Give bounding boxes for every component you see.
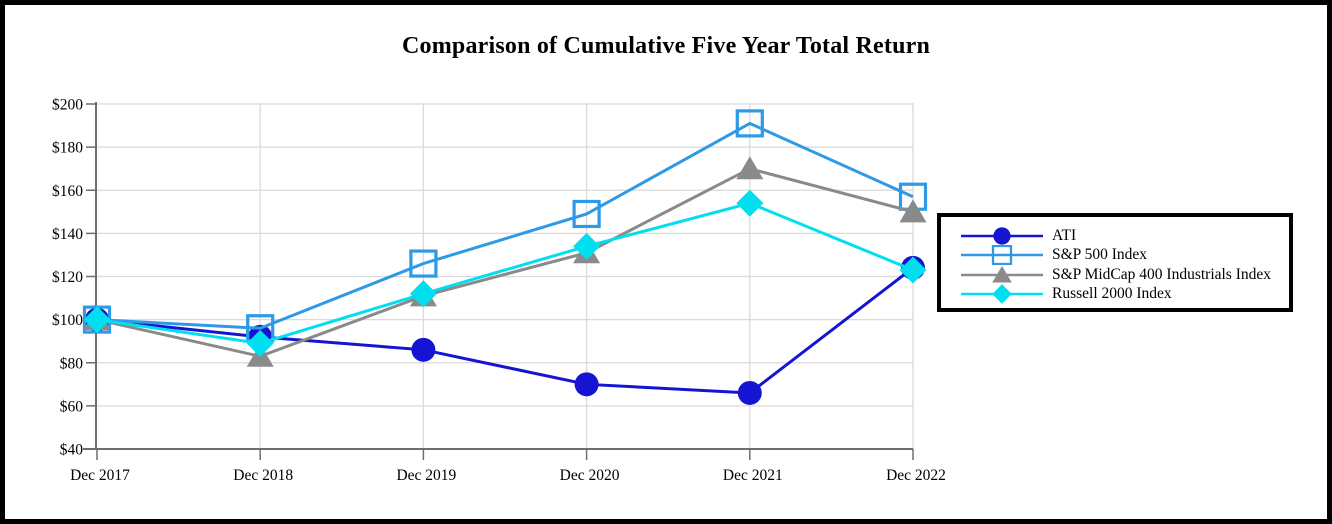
legend-item-ati: ATI (959, 226, 1289, 246)
legend: ATI S&P 500 Index S&P MidCap 400 Industr… (937, 213, 1293, 312)
data-point-marker (409, 249, 438, 278)
y-tick-label: $80 (60, 355, 84, 372)
data-point-marker (574, 372, 599, 397)
x-tick-label: Dec 2018 (233, 467, 293, 484)
legend-item-midcap: S&P MidCap 400 Industrials Index (959, 265, 1289, 285)
data-point-marker (411, 337, 436, 362)
data-point-marker (899, 199, 927, 223)
x-tick-label: Dec 2020 (560, 467, 620, 484)
series-line (96, 167, 914, 358)
y-tick-label: $60 (60, 398, 84, 415)
legend-item-sp500: S&P 500 Index (959, 245, 1289, 266)
x-tick-label: Dec 2019 (396, 467, 456, 484)
x-tick-label: Dec 2022 (886, 467, 946, 484)
legend-marker (992, 265, 1012, 283)
y-tick-label: $120 (52, 269, 83, 286)
y-tick-label: $180 (52, 140, 83, 157)
y-tick-label: $100 (52, 312, 83, 329)
data-point-marker (736, 156, 764, 180)
legend-label-ati: ATI (1052, 226, 1077, 244)
series-line (96, 201, 914, 345)
legend-label-midcap: S&P MidCap 400 Industrials Index (1052, 265, 1272, 283)
data-point-marker (573, 232, 601, 260)
data-point-marker (83, 306, 111, 334)
legend-label-sp500: S&P 500 Index (1052, 246, 1148, 264)
legend-marker (993, 227, 1011, 245)
legend-marker (992, 284, 1012, 304)
legend-item-russell: Russell 2000 Index (959, 284, 1289, 305)
data-point-marker (899, 256, 927, 284)
russell-series-marker-icon (961, 284, 1043, 304)
data-point-marker (409, 280, 437, 308)
data-point-marker (572, 199, 601, 229)
ati-series-marker-icon (961, 227, 1043, 245)
y-tick-label: $140 (52, 226, 83, 243)
x-tick-label: Dec 2021 (723, 467, 783, 484)
legend-marker (991, 245, 1013, 266)
midcap-series-marker-icon (961, 265, 1043, 283)
sp500-series-marker-icon (961, 245, 1043, 266)
x-tick-label: Dec 2017 (70, 467, 130, 484)
data-point-marker (246, 329, 274, 357)
data-point-marker (735, 109, 764, 138)
y-tick-label: $160 (52, 183, 83, 200)
y-tick-label: $40 (60, 442, 84, 459)
data-point-marker (737, 380, 762, 405)
series-line (96, 121, 914, 330)
series-line (96, 266, 914, 395)
data-point-marker (736, 189, 764, 217)
legend-label-russell: Russell 2000 Index (1052, 285, 1172, 303)
chart-title: Comparison of Cumulative Five Year Total… (401, 33, 931, 59)
y-tick-label: $200 (52, 97, 83, 114)
